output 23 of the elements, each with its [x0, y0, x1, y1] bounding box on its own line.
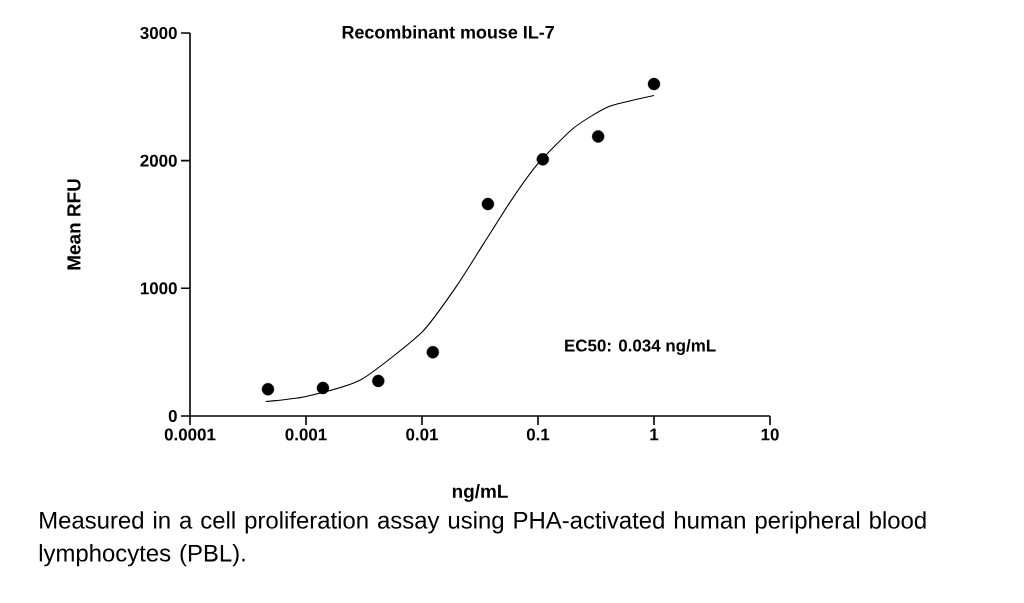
point — [316, 381, 330, 395]
point — [261, 382, 275, 396]
y-tick-label: 1000 — [140, 282, 177, 295]
point — [372, 374, 385, 388]
y-axis-title: Mean RFU — [67, 179, 81, 270]
y-tick-label: 3000 — [140, 26, 177, 39]
y-tick-label: 0 — [168, 409, 177, 422]
x-tick-label: 0.1 — [526, 428, 550, 441]
x-axis-title: ng/mL — [452, 484, 508, 502]
annotation: EC50: 0.034 ng/mL — [565, 339, 716, 355]
x-tick-label: 0.001 — [285, 428, 327, 441]
x-tick-label: 1 — [650, 428, 659, 441]
x-tick-label: 0.01 — [406, 428, 439, 441]
point — [591, 130, 605, 143]
point — [481, 197, 495, 211]
point — [426, 345, 440, 359]
x-tick-label: 0.0001 — [164, 428, 216, 441]
x-tick-label: 10 — [761, 428, 779, 441]
text: Measured in a cell proliferation assay using PHA-activated human peripheral blood lymphocytes (PBL). — [39, 511, 926, 567]
chart-title: Recombinant mouse IL-7 — [342, 25, 554, 39]
point — [647, 77, 661, 91]
y-tick-label: 2000 — [140, 154, 177, 167]
point — [536, 153, 549, 166]
